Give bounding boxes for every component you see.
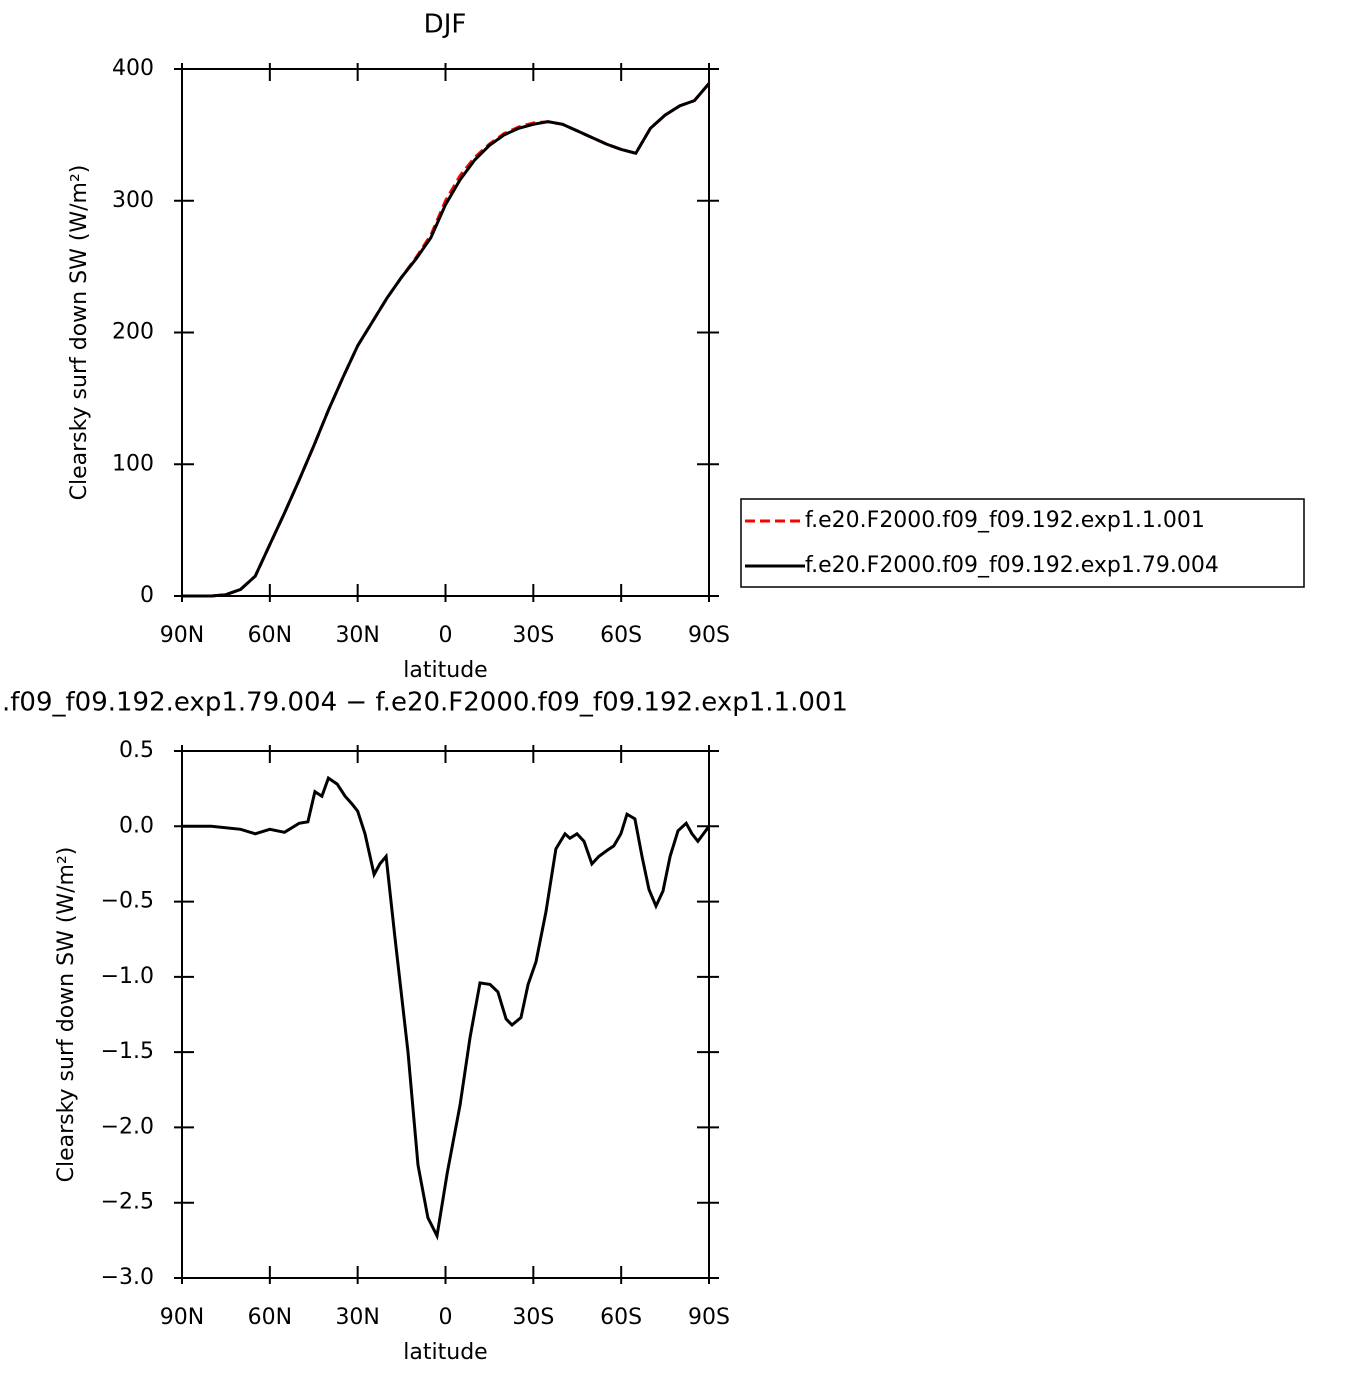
y-tick-label: 0.0 <box>119 813 154 838</box>
y-tick-label: −0.5 <box>101 889 154 914</box>
x-tick-label: 30S <box>512 1305 554 1330</box>
y-tick-label: 200 <box>112 320 154 345</box>
x-axis-label: latitude <box>403 1340 487 1365</box>
data-line <box>182 82 711 598</box>
y-tick-label: −2.5 <box>101 1190 154 1215</box>
plot-frame <box>181 68 710 597</box>
x-tick-label: 60S <box>600 623 642 648</box>
x-tick-label: 30N <box>335 623 379 648</box>
y-axis-label: Clearsky surf down SW (W/m²) <box>67 165 92 501</box>
x-tick-label: 90N <box>160 1305 204 1330</box>
legend-label: f.e20.F2000.f09_f09.192.exp1.1.001 <box>805 508 1205 533</box>
x-tick-label: 60S <box>600 1305 642 1330</box>
x-tick-label: 30S <box>512 623 554 648</box>
x-tick-label: 30N <box>335 1305 379 1330</box>
x-tick-label: 0 <box>439 1305 453 1330</box>
y-tick-label: 0.5 <box>119 738 154 763</box>
x-axis-label: latitude <box>403 658 487 683</box>
x-tick-label: 60N <box>248 623 292 648</box>
chart-title: DJF <box>424 10 467 40</box>
y-tick-label: −1.0 <box>101 964 154 989</box>
x-tick-label: 90N <box>160 623 204 648</box>
y-tick-label: 300 <box>112 188 154 213</box>
legend-label: f.e20.F2000.f09_f09.192.exp1.79.004 <box>805 553 1219 578</box>
y-tick-label: −2.0 <box>101 1114 154 1139</box>
y-tick-label: −1.5 <box>101 1039 154 1064</box>
x-tick-label: 60N <box>248 1305 292 1330</box>
data-line <box>182 82 711 598</box>
x-tick-label: 90S <box>688 623 730 648</box>
y-tick-label: 100 <box>112 451 154 476</box>
y-tick-label: 0 <box>140 583 154 608</box>
y-axis-label: Clearsky surf down SW (W/m²) <box>54 847 79 1183</box>
y-tick-label: −3.0 <box>101 1265 154 1290</box>
chart-title: .f09_f09.192.exp1.79.004 − f.e20.F2000.f… <box>2 688 848 718</box>
plot-frame <box>181 750 710 1279</box>
x-tick-label: 90S <box>688 1305 730 1330</box>
data-line <box>182 775 711 1241</box>
legend-box <box>740 498 1305 588</box>
x-tick-label: 0 <box>439 623 453 648</box>
y-tick-label: 400 <box>112 56 154 81</box>
